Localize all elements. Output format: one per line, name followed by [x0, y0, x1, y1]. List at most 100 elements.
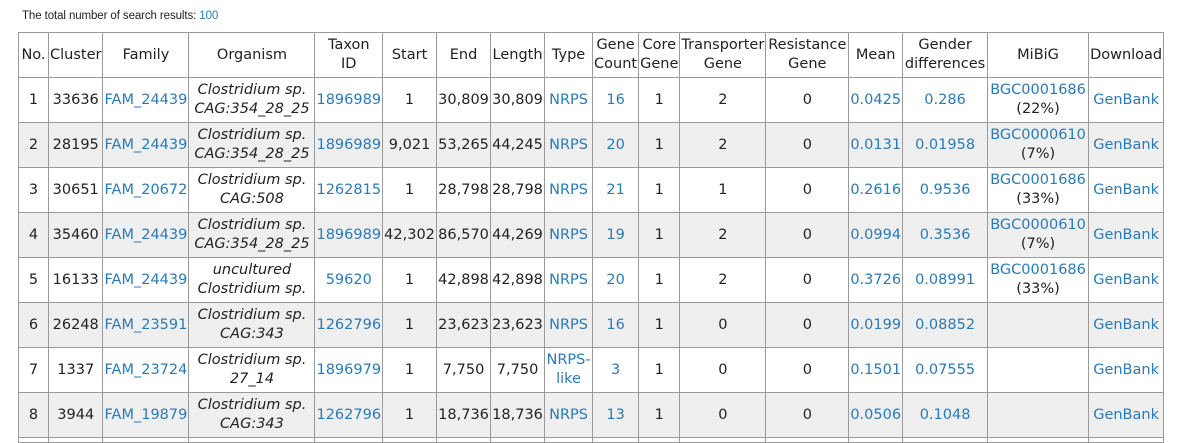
gender-differences-link[interactable]: 0.08991 [902, 257, 989, 303]
cluster-type-label[interactable]: NRPS [549, 136, 588, 153]
cluster-type-link[interactable]: NRPS [544, 122, 594, 168]
taxon-id-link[interactable]: 1262796 [314, 392, 384, 438]
end-position: 42,898 [436, 257, 492, 303]
taxon-id-link[interactable]: 59620 [314, 257, 384, 303]
genbank-download-link[interactable]: GenBank [1088, 167, 1165, 213]
gene-count-link[interactable]: 20 [592, 257, 640, 303]
family-link[interactable]: FAM_24439 [102, 212, 190, 258]
col-header-type[interactable]: Type [544, 32, 594, 78]
mean-link[interactable]: 0.0506 [848, 392, 904, 438]
family-link[interactable]: FAM_23591 [102, 302, 190, 348]
family-link[interactable]: FAM_24439 [102, 257, 190, 303]
gender-differences-link[interactable]: 0.9536 [902, 167, 989, 213]
cluster-type-label[interactable]: NRPS [549, 181, 588, 198]
mean-link[interactable]: 0.0199 [848, 302, 904, 348]
genbank-download-link[interactable]: GenBank [1088, 122, 1165, 168]
col-header-mibig[interactable]: MiBiG [987, 32, 1090, 78]
gene-count-link[interactable]: 3 [592, 347, 640, 393]
mean-link[interactable]: 0.0131 [848, 122, 904, 168]
col-header-download[interactable]: Download [1088, 32, 1165, 78]
cluster-type-link[interactable]: NRPS [544, 212, 594, 258]
cluster-type-link[interactable]: NRPS [544, 302, 594, 348]
gene-count-link[interactable]: 21 [592, 167, 640, 213]
organism-strain: CAG:343 [220, 326, 284, 342]
cluster-type-label[interactable]: NRPS [549, 226, 588, 243]
mibig-link[interactable]: BGC0001686 [990, 82, 1086, 98]
end-position: 7,750 [436, 347, 492, 393]
col-header-cluster[interactable]: Cluster [47, 32, 104, 78]
family-link[interactable]: FAM_24439 [102, 77, 190, 123]
family-link[interactable]: FAM_24439 [102, 122, 190, 168]
taxon-id-link[interactable]: 1896979 [314, 347, 384, 393]
mean-link[interactable]: 0.0425 [848, 77, 904, 123]
col-header-mean[interactable]: Mean [848, 32, 904, 78]
cluster-type-link[interactable]: NRPS [544, 167, 594, 213]
family-link[interactable]: FAM_20672 [102, 167, 190, 213]
col-header-organism[interactable]: Organism [188, 32, 316, 78]
cluster-type-label[interactable]: NRPS [549, 271, 588, 288]
cluster-type-label[interactable]: NRPS- [546, 352, 591, 368]
gender-differences-link[interactable]: 0.08852 [902, 302, 989, 348]
genbank-download-link[interactable]: GenBank [1088, 392, 1165, 438]
col-header-end[interactable]: End [436, 32, 492, 78]
empty-cell [47, 437, 104, 443]
genbank-download-link[interactable]: GenBank [1088, 212, 1165, 258]
taxon-id-link[interactable]: 1896989 [314, 212, 384, 258]
organism-line: Clostridium sp. [197, 217, 307, 233]
gene-count-link[interactable]: 20 [592, 122, 640, 168]
gene-count-link[interactable]: 13 [592, 392, 640, 438]
col-header-resistance-gene[interactable]: Resistance Gene [765, 32, 850, 78]
taxon-id-link[interactable]: 1262796 [314, 302, 384, 348]
family-link[interactable]: FAM_23724 [102, 347, 190, 393]
col-header-gender-differences[interactable]: Gender differences [902, 32, 989, 78]
mibig-link[interactable]: BGC0000610 [990, 127, 1086, 143]
mean-link[interactable]: 0.2616 [848, 167, 904, 213]
mean-link[interactable]: 0.3726 [848, 257, 904, 303]
col-header-taxon-id[interactable]: Taxon ID [314, 32, 384, 78]
gender-differences-link[interactable]: 0.286 [902, 77, 989, 123]
genbank-download-link[interactable]: GenBank [1088, 77, 1165, 123]
col-header-transporter-gene[interactable]: Transporter Gene [679, 32, 767, 78]
genbank-download-link[interactable]: GenBank [1088, 347, 1165, 393]
mean-link[interactable]: 0.1501 [848, 347, 904, 393]
start-position: 42,302 [382, 212, 438, 258]
cluster-type-link[interactable]: NRPS [544, 77, 594, 123]
cluster-type-label[interactable]: NRPS [549, 316, 588, 333]
organism-line: Clostridium sp. [197, 82, 307, 98]
gender-differences-link[interactable]: 0.07555 [902, 347, 989, 393]
cluster-type-label[interactable]: NRPS [549, 91, 588, 108]
cluster-id: 30651 [47, 167, 104, 213]
cluster-type-link[interactable]: NRPS [544, 392, 594, 438]
gender-differences-link[interactable]: 0.3536 [902, 212, 989, 258]
table-row: 5 16133 FAM_24439 uncultured Clostridium sp.… [18, 257, 1165, 303]
col-header-gene-count[interactable]: Gene Count [592, 32, 640, 78]
col-header-family[interactable]: Family [102, 32, 190, 78]
taxon-id-link[interactable]: 1896989 [314, 122, 384, 168]
resistance-gene-count: 0 [765, 347, 850, 393]
cluster-type-label[interactable]: NRPS [549, 406, 588, 423]
gene-count-link[interactable]: 16 [592, 77, 640, 123]
taxon-id-link[interactable]: 1896989 [314, 77, 384, 123]
mibig-link[interactable]: BGC0000610 [990, 217, 1086, 233]
mibig-link[interactable]: BGC0001686 [990, 172, 1086, 188]
gender-differences-link[interactable]: 0.1048 [902, 392, 989, 438]
gene-count-link[interactable]: 16 [592, 302, 640, 348]
col-header-start[interactable]: Start [382, 32, 438, 78]
organism-line: Clostridium sp. [197, 127, 307, 143]
mibig-similarity: (7%) [1020, 146, 1056, 162]
col-header-core-gene[interactable]: Core Gene [638, 32, 681, 78]
family-link[interactable]: FAM_19879 [102, 392, 190, 438]
gender-differences-link[interactable]: 0.01958 [902, 122, 989, 168]
col-header-length[interactable]: Length [490, 32, 546, 78]
genbank-download-link[interactable]: GenBank [1088, 257, 1165, 303]
taxon-id-link[interactable]: 1262815 [314, 167, 384, 213]
genbank-download-link[interactable]: GenBank [1088, 302, 1165, 348]
cluster-type-label-cont[interactable]: like [556, 371, 581, 387]
mibig-link[interactable]: BGC0001686 [990, 262, 1086, 278]
mean-link[interactable]: 0.0994 [848, 212, 904, 258]
gene-count-link[interactable]: 19 [592, 212, 640, 258]
cluster-type-link[interactable]: NRPS [544, 257, 594, 303]
cluster-type-link[interactable]: NRPS-like [544, 347, 594, 393]
organism-name: Clostridium sp. 27_14 [188, 347, 316, 393]
col-header-no[interactable]: No. [18, 32, 49, 78]
